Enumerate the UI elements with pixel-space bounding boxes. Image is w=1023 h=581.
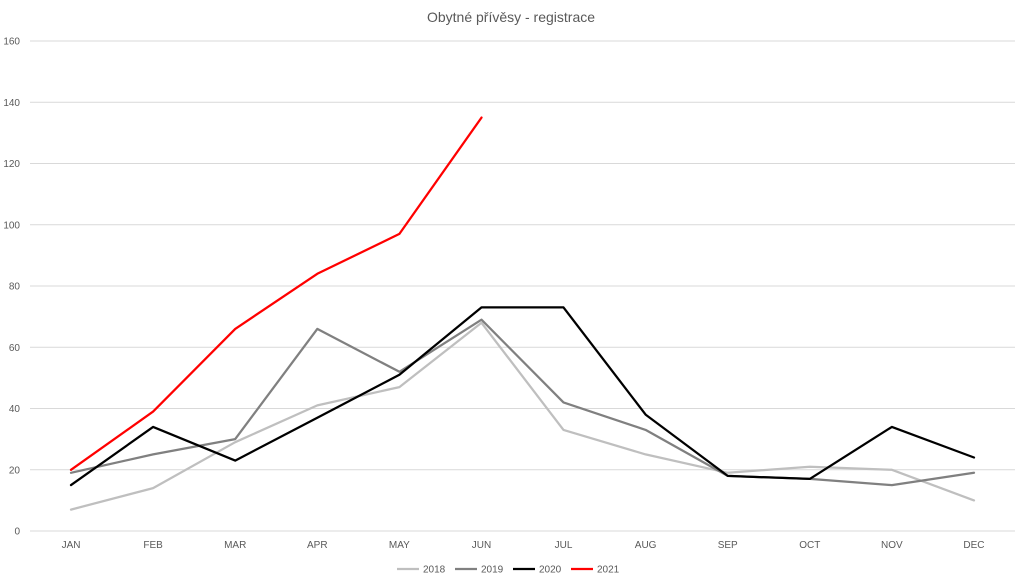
- x-tick-label: JUL: [555, 540, 573, 551]
- x-tick-label: JAN: [62, 540, 81, 551]
- series-line-2019: [69, 318, 976, 487]
- series-line-2021: [69, 116, 483, 471]
- x-tick-label: APR: [307, 540, 328, 551]
- legend-label: 2018: [423, 565, 446, 576]
- series-line-2018: [69, 321, 976, 511]
- y-tick-label: 160: [3, 37, 20, 48]
- x-tick-label: DEC: [963, 540, 984, 551]
- y-tick-label: 40: [9, 404, 21, 415]
- y-axis: 0 20 40 60 80 100 120 140 160: [3, 37, 20, 538]
- legend-item-2018: 2018: [397, 565, 446, 576]
- y-tick-label: 60: [9, 343, 21, 354]
- y-tick-label: 80: [9, 282, 21, 293]
- legend: 2018 2019 2020 2021: [397, 565, 620, 576]
- x-tick-label: FEB: [143, 540, 163, 551]
- legend-label: 2020: [539, 565, 562, 576]
- y-tick-label: 0: [14, 527, 20, 538]
- chart-title: Obytné přívěsy - registrace: [427, 9, 595, 25]
- x-tick-label: NOV: [881, 540, 903, 551]
- x-axis: JAN FEB MAR APR MAY JUN JUL AUG SEP OCT NOV DEC: [62, 540, 985, 551]
- legend-item-2021: 2021: [571, 565, 620, 576]
- legend-item-2019: 2019: [455, 565, 504, 576]
- y-tick-label: 100: [3, 220, 20, 231]
- y-tick-label: 20: [9, 465, 21, 476]
- series-lines: [69, 116, 976, 511]
- x-tick-label: MAR: [224, 540, 246, 551]
- series-line-2020: [69, 306, 976, 487]
- x-tick-label: OCT: [799, 540, 820, 551]
- y-tick-label: 140: [3, 98, 20, 109]
- legend-label: 2019: [481, 565, 504, 576]
- x-tick-label: MAY: [389, 540, 410, 551]
- x-tick-label: AUG: [635, 540, 657, 551]
- legend-label: 2021: [597, 565, 620, 576]
- x-tick-label: SEP: [718, 540, 738, 551]
- x-tick-label: JUN: [472, 540, 491, 551]
- y-tick-label: 120: [3, 159, 20, 170]
- legend-item-2020: 2020: [513, 565, 562, 576]
- gridlines: [30, 40, 1015, 532]
